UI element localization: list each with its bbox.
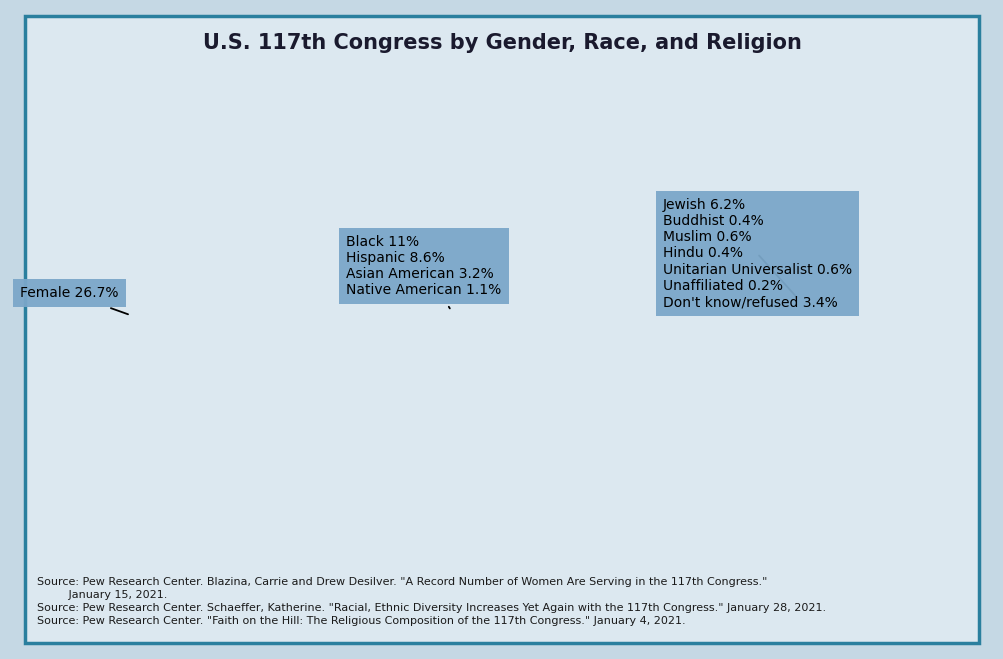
Text: White 76.1%: White 76.1%: [491, 414, 590, 429]
Text: Jewish 6.2%
Buddhist 0.4%
Muslim 0.6%
Hindu 0.4%
Unitarian Universalist 0.6%
Una: Jewish 6.2% Buddhist 0.4% Muslim 0.6% Hi…: [662, 198, 851, 309]
Wedge shape: [65, 244, 184, 375]
Wedge shape: [699, 239, 946, 486]
Wedge shape: [381, 244, 499, 362]
Text: U.S. 117th Congress by Gender, Race, and Religion: U.S. 117th Congress by Gender, Race, and…: [203, 33, 800, 53]
Wedge shape: [381, 244, 617, 480]
Text: Male 73.3%: Male 73.3%: [184, 410, 274, 425]
Wedge shape: [66, 244, 301, 480]
Text: Christian 88.1%: Christian 88.1%: [785, 430, 907, 445]
Text: Female 26.7%: Female 26.7%: [20, 286, 128, 314]
Text: Black 11%
Hispanic 8.6%
Asian American 3.2%
Native American 1.1%: Black 11% Hispanic 8.6% Asian American 3…: [346, 235, 502, 308]
Wedge shape: [738, 239, 822, 362]
Text: Source: Pew Research Center. Blazina, Carrie and Drew Desilver. "A Record Number: Source: Pew Research Center. Blazina, Ca…: [37, 577, 825, 626]
FancyBboxPatch shape: [25, 16, 978, 643]
